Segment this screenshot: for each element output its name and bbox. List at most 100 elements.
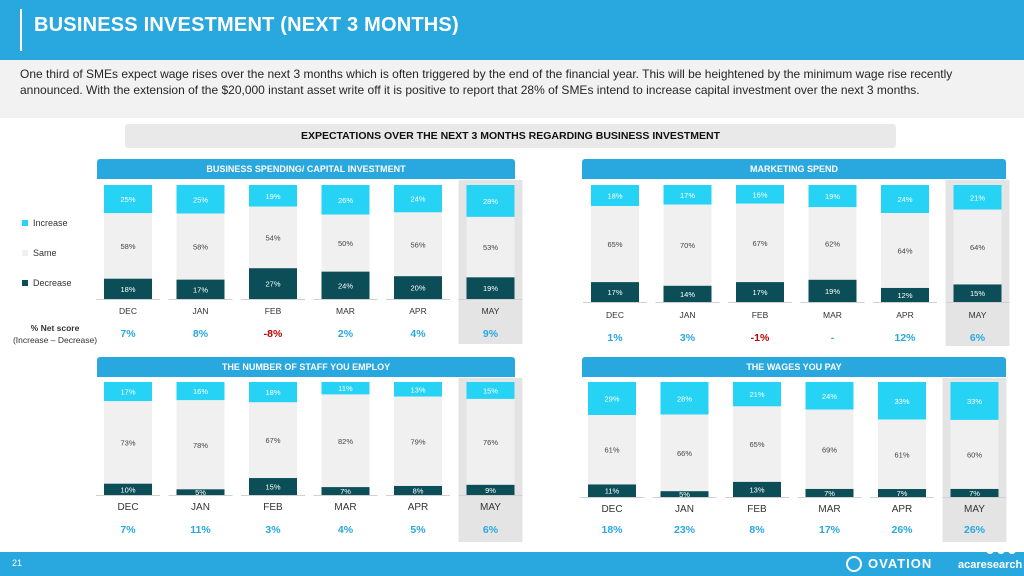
page-number: 21 bbox=[12, 558, 23, 568]
wages-bar-decrease bbox=[588, 484, 636, 497]
wages-net-score: 18% bbox=[601, 524, 623, 536]
wages-label-same: 69% bbox=[822, 445, 837, 454]
marketing-category-label: APR bbox=[896, 310, 913, 320]
staff-bar-same bbox=[104, 401, 152, 484]
wages-category-label: JAN bbox=[675, 504, 694, 515]
marketing-label-increase: 16% bbox=[752, 190, 767, 199]
capital-label-increase: 26% bbox=[338, 196, 353, 205]
capital-bar-increase bbox=[104, 185, 152, 214]
marketing-bar-decrease bbox=[953, 284, 1002, 302]
wages-label-increase: 29% bbox=[604, 395, 619, 404]
staff-label-decrease: 7% bbox=[340, 487, 351, 496]
net-score-label-formula: (Increase – Decrease) bbox=[12, 335, 98, 345]
marketing-bar-same bbox=[808, 207, 857, 280]
capital-net-score: 7% bbox=[120, 328, 136, 340]
marketing-label-same: 70% bbox=[680, 241, 695, 250]
marketing-net-score: -1% bbox=[751, 332, 770, 344]
acaresearch-dots-icon bbox=[986, 546, 1018, 556]
marketing-bar-increase bbox=[663, 185, 712, 205]
staff-bar-same bbox=[249, 402, 297, 479]
staff-bar-increase bbox=[104, 382, 152, 402]
marketing-bar-same bbox=[591, 206, 639, 283]
capital-category-label: JAN bbox=[192, 306, 208, 316]
chart-title-capital-investment: BUSINESS SPENDING/ CAPITAL INVESTMENT bbox=[97, 159, 515, 179]
net-score-label: % Net score (Increase – Decrease) bbox=[10, 322, 100, 346]
marketing-bar-decrease bbox=[591, 282, 639, 302]
wages-label-decrease: 13% bbox=[749, 485, 764, 494]
chart-title-wages: THE WAGES YOU PAY bbox=[582, 357, 1006, 377]
header: BUSINESS INVESTMENT (NEXT 3 MONTHS) bbox=[0, 0, 1024, 60]
marketing-bar-decrease bbox=[736, 282, 784, 302]
staff-category-label: MAR bbox=[334, 502, 356, 513]
capital-bar-increase bbox=[394, 185, 442, 213]
marketing-net-score: 12% bbox=[894, 332, 916, 344]
marketing-category-label: MAR bbox=[823, 310, 842, 320]
marketing-label-decrease: 17% bbox=[607, 288, 622, 297]
staff-bar-decrease bbox=[394, 485, 442, 495]
capital-bar-decrease bbox=[394, 276, 442, 299]
capital-bar-decrease bbox=[104, 278, 152, 299]
wages-label-decrease: 7% bbox=[969, 489, 980, 498]
staff-label-decrease: 9% bbox=[485, 486, 496, 495]
wages-category-label: DEC bbox=[601, 504, 622, 515]
wages-category-label: MAY bbox=[964, 504, 985, 515]
staff-net-score: 6% bbox=[483, 524, 499, 536]
staff-bar-decrease bbox=[104, 483, 152, 495]
staff-label-increase: 13% bbox=[410, 385, 425, 394]
marketing-bar-same bbox=[881, 213, 929, 288]
capital-label-decrease: 18% bbox=[120, 285, 135, 294]
capital-bar-same bbox=[394, 212, 442, 277]
marketing-bar-same bbox=[736, 203, 784, 283]
marketing-bar-increase bbox=[808, 185, 857, 208]
wages-net-score: 23% bbox=[674, 524, 696, 536]
marketing-label-same: 67% bbox=[752, 239, 767, 248]
staff-bar-same bbox=[466, 398, 515, 485]
staff-category-label: JAN bbox=[191, 502, 210, 513]
capital-bar-increase bbox=[249, 185, 297, 207]
capital-label-decrease: 24% bbox=[338, 281, 353, 290]
legend-label-decrease: Decrease bbox=[33, 278, 72, 288]
wages-bar-decrease bbox=[660, 491, 709, 497]
legend-swatch-same bbox=[22, 250, 28, 256]
staff-bar-decrease bbox=[249, 478, 297, 495]
marketing-label-decrease: 12% bbox=[897, 291, 912, 300]
wages-label-same: 65% bbox=[749, 440, 764, 449]
marketing-category-label: DEC bbox=[606, 310, 624, 320]
marketing-label-same: 64% bbox=[897, 247, 912, 256]
capital-bar-same bbox=[104, 213, 152, 279]
staff-bar-same bbox=[176, 400, 225, 490]
marketing-net-score: 1% bbox=[607, 332, 623, 344]
wages-net-score: 26% bbox=[891, 524, 913, 536]
wages-label-decrease: 7% bbox=[824, 489, 835, 498]
wages-label-same: 61% bbox=[894, 450, 909, 459]
staff-label-same: 67% bbox=[265, 436, 280, 445]
marketing-bar-decrease bbox=[808, 279, 857, 302]
marketing-bar-same bbox=[953, 209, 1002, 285]
wages-bar-same bbox=[878, 419, 926, 490]
capital-category-label: MAR bbox=[336, 306, 355, 316]
wages-label-increase: 28% bbox=[677, 394, 692, 403]
staff-label-same: 76% bbox=[483, 438, 498, 447]
wages-bar-same bbox=[733, 406, 781, 482]
staff-label-increase: 11% bbox=[338, 384, 353, 393]
wages-label-decrease: 7% bbox=[897, 489, 908, 498]
capital-bar-same bbox=[321, 214, 370, 272]
wages-category-label: APR bbox=[892, 504, 913, 515]
staff-bar-increase bbox=[176, 382, 225, 401]
staff-bar-increase bbox=[466, 382, 515, 399]
capital-label-decrease: 27% bbox=[265, 280, 280, 289]
marketing-bar-decrease bbox=[881, 287, 929, 302]
staff-net-score: 5% bbox=[410, 524, 426, 536]
marketing-category-label: FEB bbox=[752, 310, 769, 320]
marketing-label-increase: 17% bbox=[680, 191, 695, 200]
staff-label-decrease: 15% bbox=[265, 483, 280, 492]
acaresearch-logo: acaresearch bbox=[958, 559, 1023, 571]
legend-label-increase: Increase bbox=[33, 218, 68, 228]
legend-label-same: Same bbox=[33, 248, 57, 258]
capital-net-score: 8% bbox=[193, 328, 209, 340]
capital-category-label: APR bbox=[409, 306, 426, 316]
staff-category-label: DEC bbox=[117, 502, 138, 513]
wages-label-same: 66% bbox=[677, 449, 692, 458]
staff-label-increase: 18% bbox=[265, 388, 280, 397]
capital-bar-decrease bbox=[466, 277, 515, 299]
